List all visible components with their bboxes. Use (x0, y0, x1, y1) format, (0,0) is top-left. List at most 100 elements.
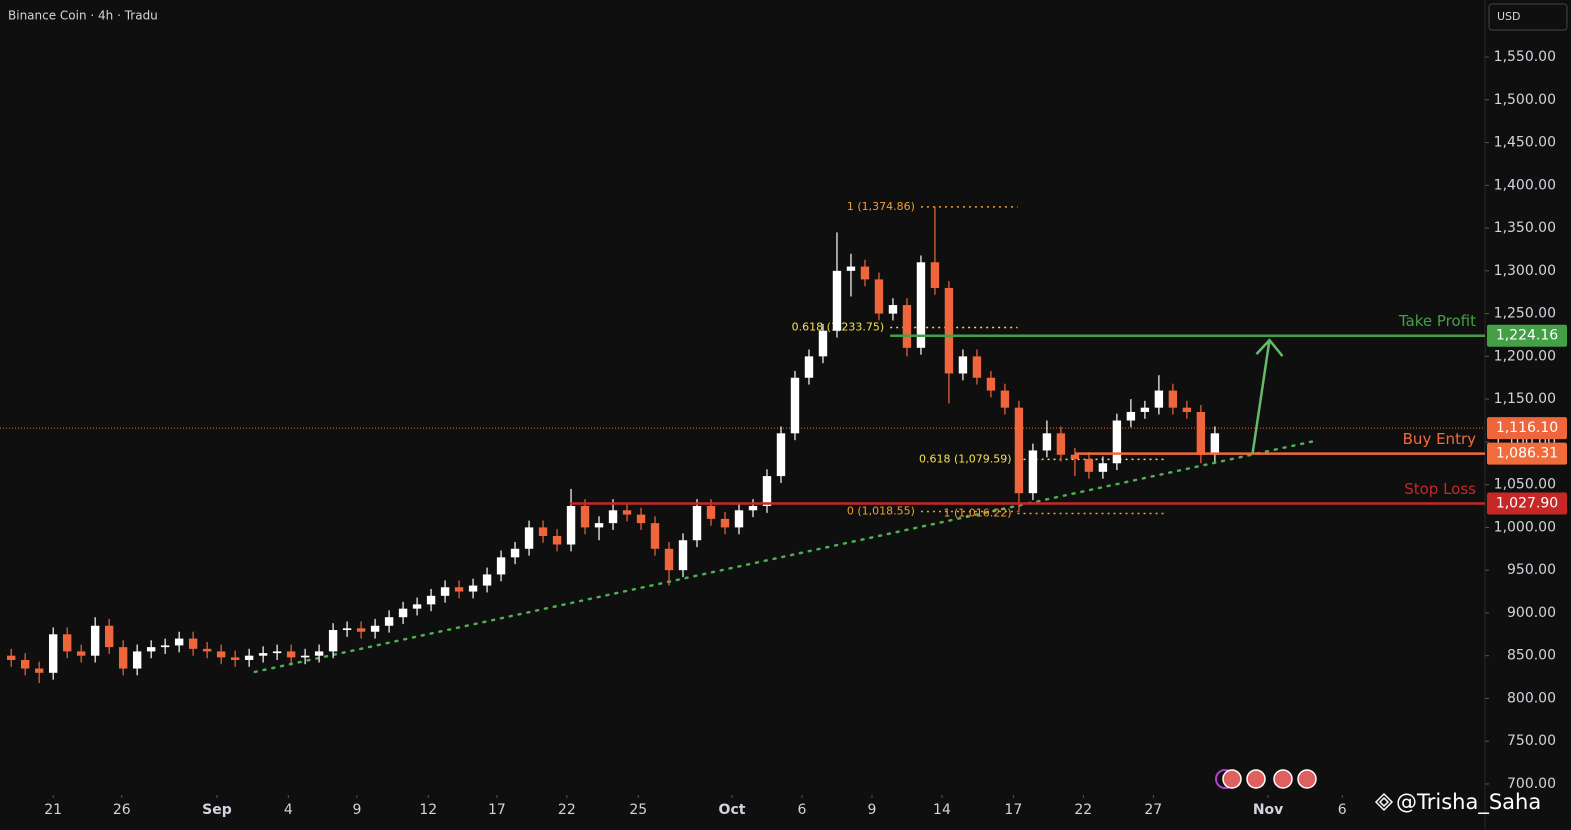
x-tick-label: 22 (1074, 802, 1092, 818)
candle-body (790, 377, 800, 434)
candle-body (902, 305, 912, 348)
candle-body (6, 655, 16, 660)
candle-body (1070, 454, 1080, 459)
candle-body (258, 653, 268, 656)
candle-body (1014, 407, 1024, 494)
event-icon (1297, 769, 1317, 789)
event-icon (1246, 769, 1266, 789)
candle-body (510, 548, 520, 558)
candle-body (916, 262, 926, 348)
candle-body (1000, 390, 1010, 408)
candle-body (384, 617, 394, 626)
candle-body (804, 356, 814, 378)
candle-body (90, 625, 100, 656)
candle-body (1182, 407, 1192, 412)
candle-body (1140, 407, 1150, 412)
current-price-label: 1,116.10 (1496, 420, 1558, 436)
candle-body (958, 356, 968, 374)
candle-body (580, 506, 590, 528)
x-tick-label: 17 (1004, 802, 1022, 818)
fib-label: 1 (1,374.86) (847, 200, 915, 213)
candle-body (370, 625, 380, 632)
x-tick-label: Nov (1253, 802, 1283, 818)
candle-body (748, 506, 758, 511)
candle-body (1168, 390, 1178, 408)
candle-body (468, 585, 478, 592)
candle-body (650, 523, 660, 549)
candle-body (426, 595, 436, 605)
trendline (253, 438, 1320, 674)
price-tag (1487, 492, 1567, 515)
x-tick-label: 14 (933, 802, 951, 818)
symbol-title: Binance Coin · 4h · Tradu (8, 9, 158, 23)
y-tick-label: 800.00 (1507, 690, 1556, 706)
x-tick-label: 9 (352, 802, 361, 818)
event-icon (1222, 769, 1242, 789)
candle-body (454, 587, 464, 592)
x-tick-label: 6 (798, 802, 807, 818)
candle-body (678, 540, 688, 571)
price-tag (1487, 324, 1567, 347)
x-tick-label: Oct (719, 802, 746, 818)
x-tick-label: 22 (558, 802, 576, 818)
candle-body (524, 527, 534, 549)
y-tick-label: 900.00 (1507, 605, 1556, 621)
currency-box[interactable] (1488, 3, 1568, 31)
candle-body (944, 287, 954, 374)
candle-body (286, 651, 296, 658)
candle-body (832, 270, 842, 331)
candle-body (1126, 411, 1136, 421)
candle-body (1210, 433, 1220, 455)
candle-body (1084, 458, 1094, 472)
x-tick-label: 25 (629, 802, 647, 818)
price-tag-label: 1,224.16 (1496, 328, 1558, 344)
candle-body (188, 638, 198, 649)
candle-body (1196, 411, 1206, 455)
candle-body (412, 604, 422, 609)
y-tick-label: 950.00 (1507, 562, 1556, 578)
candle-body (720, 518, 730, 528)
candle-body (1112, 420, 1122, 464)
candle-body (1154, 390, 1164, 408)
candle-body (608, 510, 618, 524)
candle-body (34, 668, 44, 673)
candle-body (818, 330, 828, 357)
event-icons (1215, 769, 1317, 789)
candle-body (146, 647, 156, 652)
candle-body (20, 659, 30, 669)
candle-body (496, 557, 506, 575)
x-tick-label: Sep (202, 802, 232, 818)
x-tick-label: 26 (113, 802, 131, 818)
candle-body (594, 523, 604, 528)
price-tag (1487, 417, 1567, 440)
y-tick-label: 1,350.00 (1494, 220, 1556, 236)
candle-body (356, 628, 366, 632)
candle-body (104, 625, 114, 648)
candle-body (76, 651, 86, 656)
candle-body (692, 506, 702, 541)
candle-body (846, 266, 856, 271)
candle-body (342, 628, 352, 631)
level-name: Stop Loss (1404, 480, 1476, 498)
y-tick-label: 700.00 (1507, 776, 1556, 792)
candle-body (888, 305, 898, 314)
candle-body (664, 548, 674, 571)
candle-body (62, 634, 72, 652)
y-tick-label: 1,400.00 (1494, 177, 1556, 193)
candle-body (706, 506, 716, 519)
y-tick-label: 750.00 (1507, 733, 1556, 749)
x-tick-label: 21 (44, 802, 62, 818)
candle-body (1056, 433, 1066, 455)
level-name: Buy Entry (1403, 430, 1476, 448)
candle-body (174, 638, 184, 646)
fib-label: 0.618 (1,079.59) (919, 452, 1012, 465)
level-name: Take Profit (1398, 312, 1476, 330)
candle-body (762, 476, 772, 507)
fib-label: 0 (1,018.55) (847, 505, 915, 518)
candle-body (566, 506, 576, 545)
candle-body (398, 608, 408, 618)
candle-body (272, 651, 282, 654)
candle-body (1098, 463, 1108, 472)
